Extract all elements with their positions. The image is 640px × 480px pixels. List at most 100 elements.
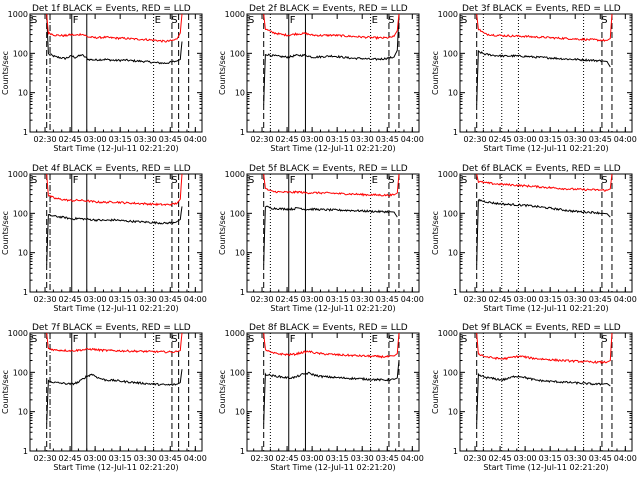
detector-panel-3: Det 3f BLACK = Events, RED = LLD 1 10 100 10…: [431, 4, 637, 153]
x-tick-label: 03:30: [134, 135, 157, 144]
y-tick-label: 10: [448, 249, 458, 258]
y-tick-label: 1000: [225, 329, 245, 338]
x-tick-label: 03:00: [514, 454, 537, 463]
series-line-events: [476, 198, 611, 265]
plot-frame: [246, 332, 420, 452]
x-axis-label: Start Time (12-Jul-11 02:21:20): [270, 463, 395, 472]
x-axis-label: Start Time (12-Jul-11 02:21:20): [483, 463, 608, 472]
y-axis-label: Counts/sec: [1, 51, 10, 95]
x-tick-label: 02:45: [489, 135, 512, 144]
x-axis-label: Start Time (12-Jul-11 02:21:20): [53, 144, 178, 153]
series-line-lld: [476, 173, 613, 192]
plot-frame: [246, 13, 420, 133]
y-tick-label: 100: [443, 209, 458, 218]
x-tick-label: 02:30: [463, 135, 486, 144]
x-tick-label: 02:30: [33, 295, 56, 304]
x-tick-label: 03:15: [326, 135, 349, 144]
x-tick-label: 03:30: [564, 135, 587, 144]
y-axis-label: Counts/sec: [1, 211, 10, 255]
x-tick-label: 03:30: [351, 295, 374, 304]
y-tick-label: 100: [230, 209, 245, 218]
series-line-events: [46, 13, 183, 65]
y-tick-label: 1: [453, 288, 458, 297]
series-line-lld: [46, 332, 183, 354]
series-line-events: [476, 49, 611, 105]
y-axis-label: Counts/sec: [218, 51, 227, 95]
y-tick-label: 100: [230, 49, 245, 58]
y-tick-label: 100: [13, 209, 28, 218]
x-tick-label: 04:00: [184, 295, 207, 304]
y-tick-label: 1: [240, 447, 245, 456]
series-line-lld: [263, 13, 400, 40]
x-tick-label: 03:30: [134, 454, 157, 463]
x-tick-label: 04:00: [614, 295, 637, 304]
y-tick-label: 1: [240, 128, 245, 137]
x-tick-label: 03:00: [301, 135, 324, 144]
marker-label: E: [155, 175, 161, 186]
x-tick-label: 04:00: [401, 454, 424, 463]
plot-frame: [459, 13, 633, 133]
x-tick-label: 02:30: [250, 454, 273, 463]
detector-panel-7: Det 7f BLACK = Events, RED = LLD 1 10 100 10…: [1, 323, 207, 472]
series-line-lld: [263, 332, 400, 359]
panel-title: Det 1f BLACK = Events, RED = LLD: [32, 4, 191, 14]
x-axis-label: Start Time (12-Jul-11 02:21:20): [53, 463, 178, 472]
marker-label: S: [461, 15, 467, 26]
detector-panel-6: Det 6f BLACK = Events, RED = LLD 1 10 100 10…: [431, 164, 637, 313]
marker-label: F: [73, 15, 79, 26]
y-tick-label: 1: [23, 128, 28, 137]
plot-frame: [29, 332, 203, 452]
y-tick-label: 100: [13, 49, 28, 58]
panel-title: Det 2f BLACK = Events, RED = LLD: [249, 4, 408, 14]
x-tick-label: 03:15: [109, 295, 132, 304]
x-tick-label: 04:00: [184, 454, 207, 463]
plot-frame: [29, 13, 203, 133]
marker-label: E: [372, 15, 378, 26]
x-tick-label: 02:45: [59, 454, 82, 463]
y-tick-label: 10: [448, 89, 458, 98]
x-tick-label: 03:15: [539, 454, 562, 463]
series-line-lld: [46, 173, 183, 207]
panel-title: Det 6f BLACK = Events, RED = LLD: [462, 164, 621, 174]
series-line-lld: [263, 173, 400, 197]
panel-title: Det 9f BLACK = Events, RED = LLD: [462, 323, 621, 333]
y-tick-label: 100: [443, 368, 458, 377]
series-line-lld: [476, 332, 613, 365]
y-tick-label: 1: [453, 447, 458, 456]
marker-label: S: [248, 334, 254, 345]
y-tick-label: 1000: [8, 329, 28, 338]
x-axis-label: Start Time (12-Jul-11 02:21:20): [270, 304, 395, 313]
marker-label: S: [388, 334, 394, 345]
y-tick-label: 1: [453, 128, 458, 137]
y-tick-label: 10: [235, 408, 245, 417]
y-tick-label: 100: [230, 368, 245, 377]
x-tick-label: 03:15: [539, 135, 562, 144]
series-line-events: [263, 205, 398, 265]
plot-frame: [246, 173, 420, 293]
x-tick-label: 03:00: [514, 295, 537, 304]
marker-label: S: [171, 15, 177, 26]
series-line-events: [476, 372, 611, 424]
series-line-lld: [476, 13, 613, 42]
marker-label: S: [31, 334, 37, 345]
x-tick-label: 04:00: [401, 135, 424, 144]
y-tick-label: 1000: [225, 10, 245, 19]
detector-panel-8: Det 8f BLACK = Events, RED = LLD 1 10 100 10…: [218, 323, 424, 472]
y-tick-label: 1000: [438, 10, 458, 19]
detector-panel-9: Det 9f BLACK = Events, RED = LLD 1 10 100 10…: [431, 323, 637, 472]
y-axis-label: Counts/sec: [431, 51, 440, 95]
marker-label: S: [461, 334, 467, 345]
marker-label: S: [601, 175, 607, 186]
x-axis-label: Start Time (12-Jul-11 02:21:20): [483, 144, 608, 153]
detector-panel-4: Det 4f BLACK = Events, RED = LLD 1 10 100 10…: [1, 164, 207, 313]
marker-label: E: [372, 175, 378, 186]
panel-title: Det 5f BLACK = Events, RED = LLD: [249, 164, 408, 174]
y-tick-label: 1: [23, 288, 28, 297]
x-tick-label: 02:30: [463, 295, 486, 304]
x-tick-label: 04:00: [401, 295, 424, 304]
x-tick-label: 02:45: [276, 454, 299, 463]
marker-label: S: [388, 175, 394, 186]
y-tick-label: 10: [18, 89, 28, 98]
x-tick-label: 03:45: [589, 295, 612, 304]
